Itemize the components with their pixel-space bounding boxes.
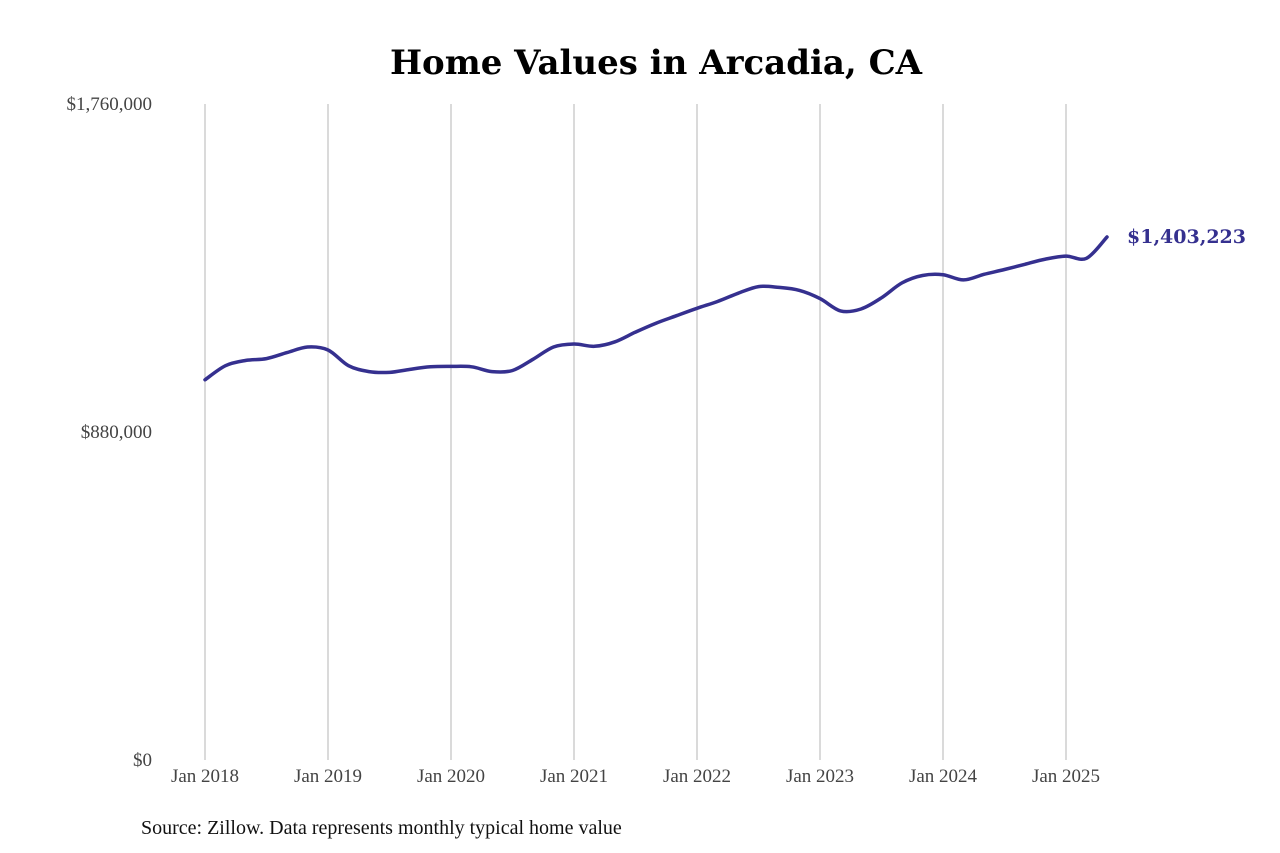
x-tick-label: Jan 2024: [909, 766, 978, 787]
y-tick-label: $880,000: [81, 422, 152, 443]
x-axis-ticks: Jan 2018 Jan 2019 Jan 2020 Jan 2021 Jan 2022…: [171, 766, 1100, 787]
home-value-line: [203, 235, 1109, 382]
x-tick-label: Jan 2023: [786, 766, 854, 787]
grid-lines: [204, 104, 1067, 760]
source-note: Source: Zillow. Data represents monthly …: [141, 817, 622, 839]
chart-title: Home Values in Arcadia, CA: [390, 43, 923, 83]
x-tick-label: Jan 2021: [540, 766, 608, 787]
x-tick-label: Jan 2020: [417, 766, 485, 787]
x-tick-label: Jan 2025: [1032, 766, 1100, 787]
x-tick-label: Jan 2022: [663, 766, 731, 787]
x-tick-label: Jan 2018: [171, 766, 239, 787]
y-axis-ticks: $0 $880,000 $1,760,000: [67, 94, 153, 771]
y-tick-label: $0: [133, 750, 152, 771]
x-tick-label: Jan 2019: [294, 766, 362, 787]
latest-value-label: $1,403,223: [1127, 226, 1246, 248]
y-tick-label: $1,760,000: [67, 94, 153, 115]
